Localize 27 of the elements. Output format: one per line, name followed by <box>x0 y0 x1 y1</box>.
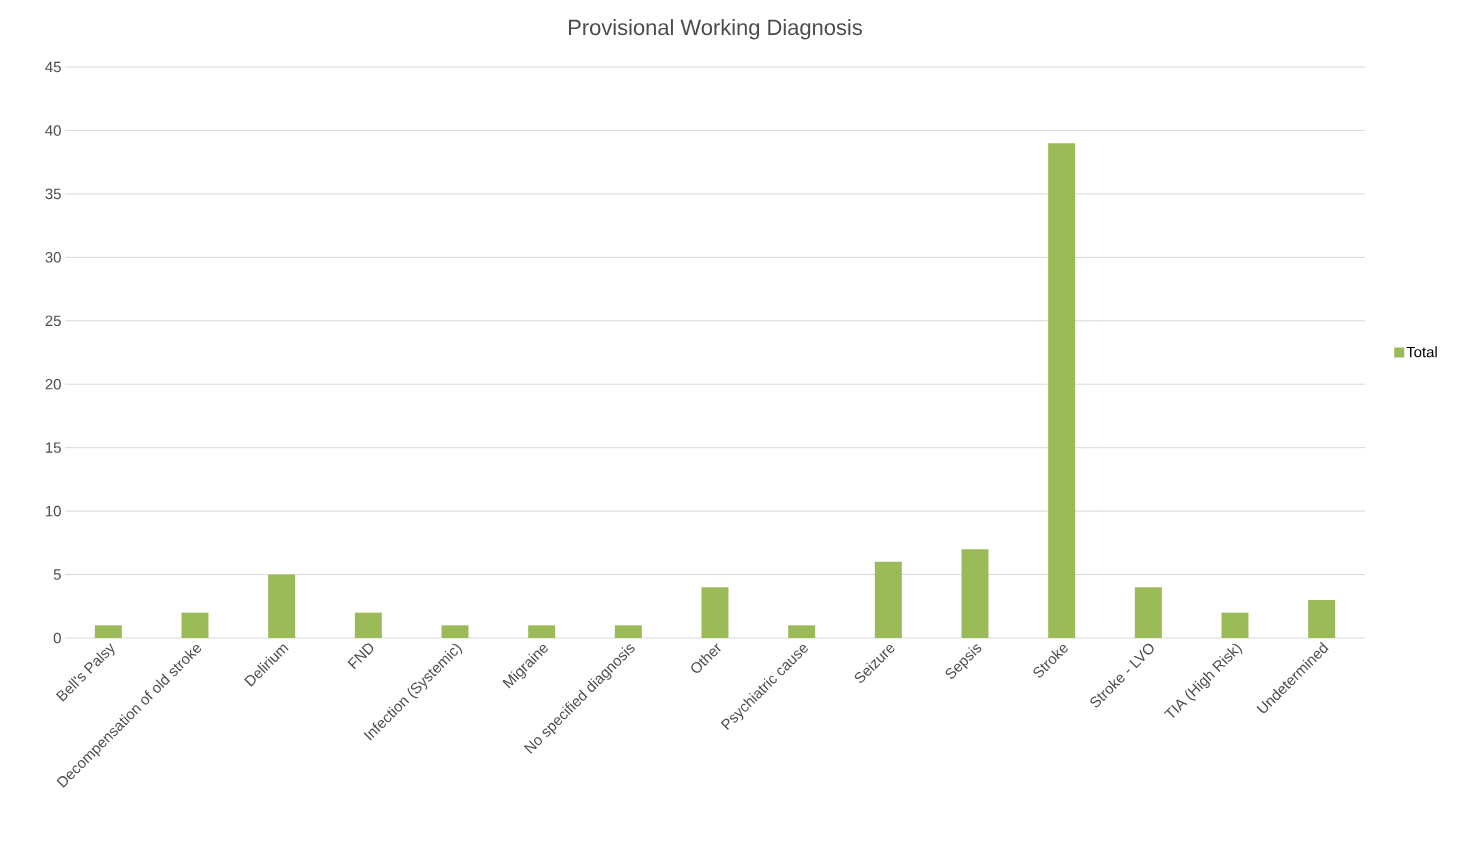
bar <box>1221 612 1249 638</box>
bar <box>1048 143 1076 638</box>
y-tick-label: 5 <box>53 569 61 580</box>
y-tick-label: 40 <box>45 125 61 136</box>
y-tick-label: 25 <box>45 315 61 327</box>
bar <box>1308 599 1336 638</box>
bar <box>441 625 469 638</box>
bar <box>94 625 122 638</box>
y-tick-label: 45 <box>45 61 61 73</box>
bar <box>788 625 816 638</box>
bar <box>874 561 902 638</box>
bar <box>961 549 989 638</box>
bar <box>701 587 729 638</box>
legend-label: Total <box>1406 346 1437 358</box>
bar <box>528 625 556 638</box>
y-tick-label: 10 <box>46 505 61 517</box>
bar <box>268 574 296 638</box>
y-tick-label: 0 <box>53 632 61 644</box>
chart-title: Provisional Working Diagnosis <box>568 19 862 40</box>
bar <box>1134 587 1162 638</box>
y-tick-label: 30 <box>45 252 61 263</box>
y-tick-label: 15 <box>46 442 61 453</box>
y-tick-label: 20 <box>45 378 61 390</box>
bar <box>614 625 642 638</box>
bar <box>354 612 382 638</box>
y-tick-label: 35 <box>45 188 61 200</box>
bar <box>181 612 209 638</box>
